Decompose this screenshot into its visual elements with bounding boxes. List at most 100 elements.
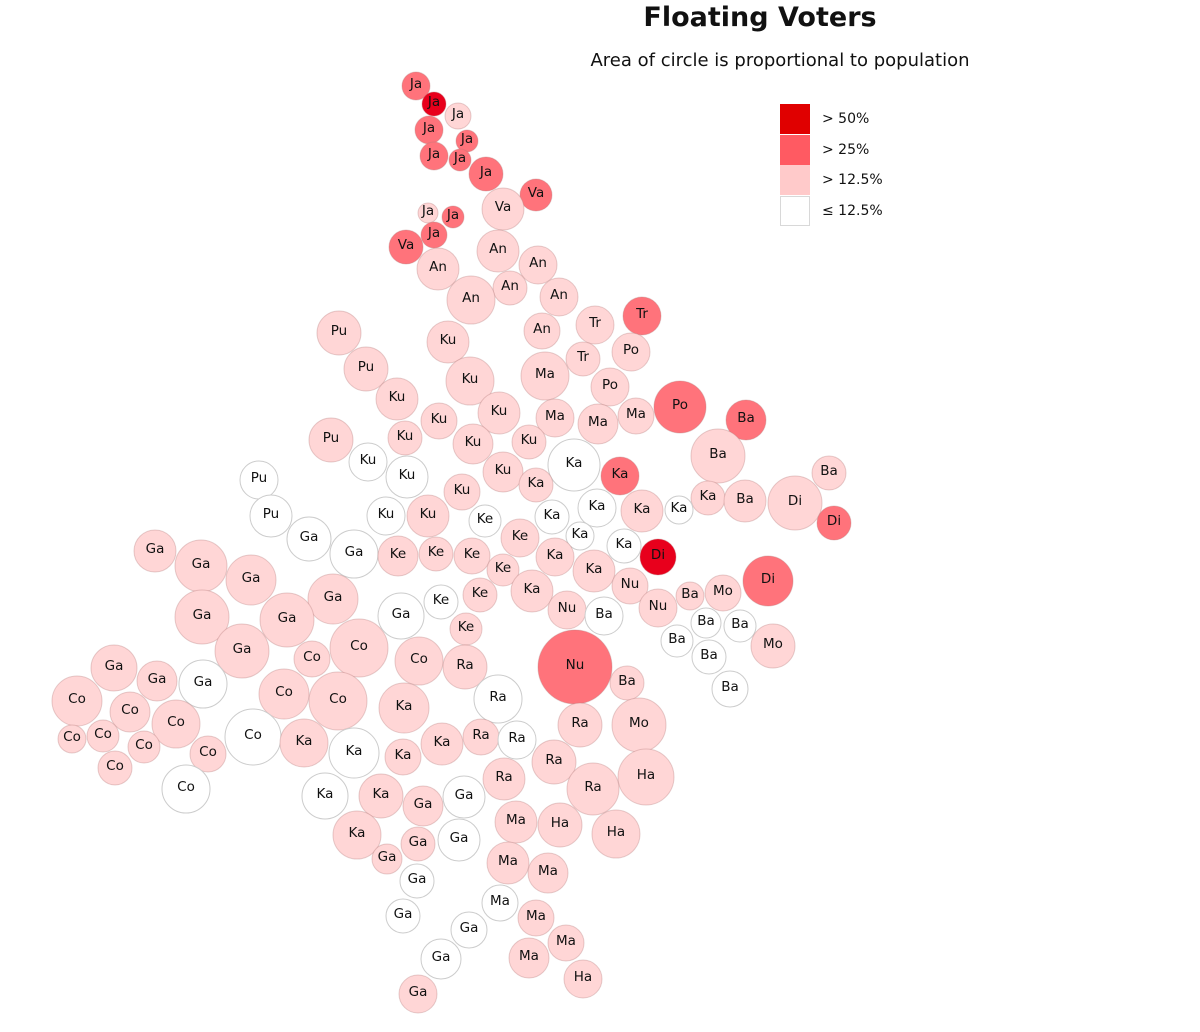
region-circle — [811, 455, 847, 491]
region-label: Tr — [588, 315, 601, 331]
region-bubble: Ga — [371, 843, 403, 875]
region-bubble: Co — [109, 691, 151, 733]
region-label: Ga — [324, 589, 343, 605]
region-label: Ga — [460, 920, 479, 936]
region-label: Di — [827, 513, 841, 529]
region-bubble: An — [518, 245, 558, 285]
region-bubble: Ka — [420, 722, 464, 766]
region-circle — [510, 569, 554, 613]
region-circle — [577, 488, 617, 528]
region-label: Ku — [360, 452, 377, 468]
legend-item-under-12-5: ≤ 12.5% — [780, 195, 883, 227]
region-label: An — [489, 241, 507, 257]
region-bubble: Ka — [577, 488, 617, 528]
region-bubble: Co — [51, 675, 103, 727]
region-bubble: Pu — [316, 310, 362, 356]
region-bubble: Ga — [329, 529, 379, 579]
region-circle — [517, 899, 555, 937]
map-subtitle: Area of circle is proportional to popula… — [590, 50, 970, 71]
region-bubble: Nu — [638, 588, 678, 628]
region-label: Ma — [526, 908, 546, 924]
region-bubble: Ke — [468, 504, 502, 538]
region-label: Ba — [721, 679, 739, 695]
region-label: Di — [651, 547, 665, 563]
region-bubble: Ke — [449, 612, 483, 646]
region-circle — [308, 417, 354, 463]
region-label: Ka — [572, 526, 589, 542]
region-label: Ka — [346, 743, 363, 759]
region-bubble: Ku — [482, 451, 524, 493]
region-circle — [384, 738, 422, 776]
region-label: Pu — [331, 323, 347, 339]
region-label: Ma — [626, 406, 646, 422]
region-label: Ka — [544, 507, 561, 523]
region-circle — [638, 588, 678, 628]
region-label: Ke — [428, 544, 445, 560]
region-bubble: Ga — [259, 592, 315, 648]
region-circle — [675, 581, 705, 611]
region-label: Co — [303, 649, 321, 665]
legend-swatch — [780, 134, 810, 165]
region-circle — [420, 402, 458, 440]
region-bubble: Ga — [420, 938, 462, 980]
region-label: Ma — [506, 812, 526, 828]
region-bubble: Ka — [510, 569, 554, 613]
region-circle — [497, 720, 537, 760]
region-label: Ba — [709, 446, 727, 462]
region-label: Ra — [472, 727, 489, 743]
region-label: Ja — [453, 150, 466, 166]
region-bubble: Ga — [136, 660, 178, 702]
region-bubble: Ga — [225, 554, 277, 606]
region-circle — [611, 567, 649, 605]
region-bubble: Ba — [711, 670, 749, 708]
region-label: Co — [106, 758, 124, 774]
legend: > 50% > 25% > 12.5% ≤ 12.5% — [780, 104, 883, 226]
region-circle — [462, 577, 498, 613]
region-bubble: Ku — [387, 420, 423, 456]
region-bubble: Ja — [414, 115, 444, 145]
region-label: Ku — [491, 403, 508, 419]
region-label: Ga — [242, 570, 261, 586]
region-bubble: An — [446, 275, 496, 325]
region-bubble: Ka — [664, 495, 694, 525]
region-label: Co — [63, 729, 81, 745]
region-label: Co — [410, 651, 428, 667]
region-circle — [450, 911, 488, 949]
region-bubble: Ka — [600, 456, 640, 496]
region-label: Co — [199, 744, 217, 760]
region-bubble: Nu — [547, 590, 587, 630]
region-label: Nu — [558, 600, 577, 616]
region-bubble: Ka — [547, 438, 601, 492]
region-circle — [329, 529, 379, 579]
region-bubble: Ga — [442, 775, 486, 819]
region-circle — [725, 399, 767, 441]
region-label: An — [529, 255, 547, 271]
region-label: Ku — [378, 506, 395, 522]
region-circle — [557, 702, 603, 748]
region-bubble: Co — [161, 764, 211, 814]
region-bubble: Ma — [481, 884, 519, 922]
region-circle — [547, 438, 601, 492]
region-bubble: Ba — [723, 479, 767, 523]
region-bubble: Ke — [500, 518, 540, 558]
region-circle — [332, 810, 382, 860]
region-bubble: Ga — [437, 818, 481, 862]
region-label: Co — [244, 727, 262, 743]
region-label: Ka — [634, 501, 651, 517]
region-label: Pu — [323, 430, 339, 446]
region-circle — [481, 884, 519, 922]
region-bubble: Ga — [174, 589, 230, 645]
region-label: Ga — [455, 787, 474, 803]
region-label: Ja — [421, 203, 434, 219]
region-bubble: Ma — [517, 899, 555, 937]
region-label: Ja — [427, 94, 440, 110]
region-bubble: Po — [590, 367, 630, 407]
region-label: Co — [275, 684, 293, 700]
region-circle — [653, 380, 707, 434]
region-circle — [161, 764, 211, 814]
region-bubble: An — [539, 277, 579, 317]
region-circle — [468, 156, 504, 192]
region-label: Ka — [616, 536, 633, 552]
region-circle — [402, 785, 444, 827]
region-circle — [590, 367, 630, 407]
